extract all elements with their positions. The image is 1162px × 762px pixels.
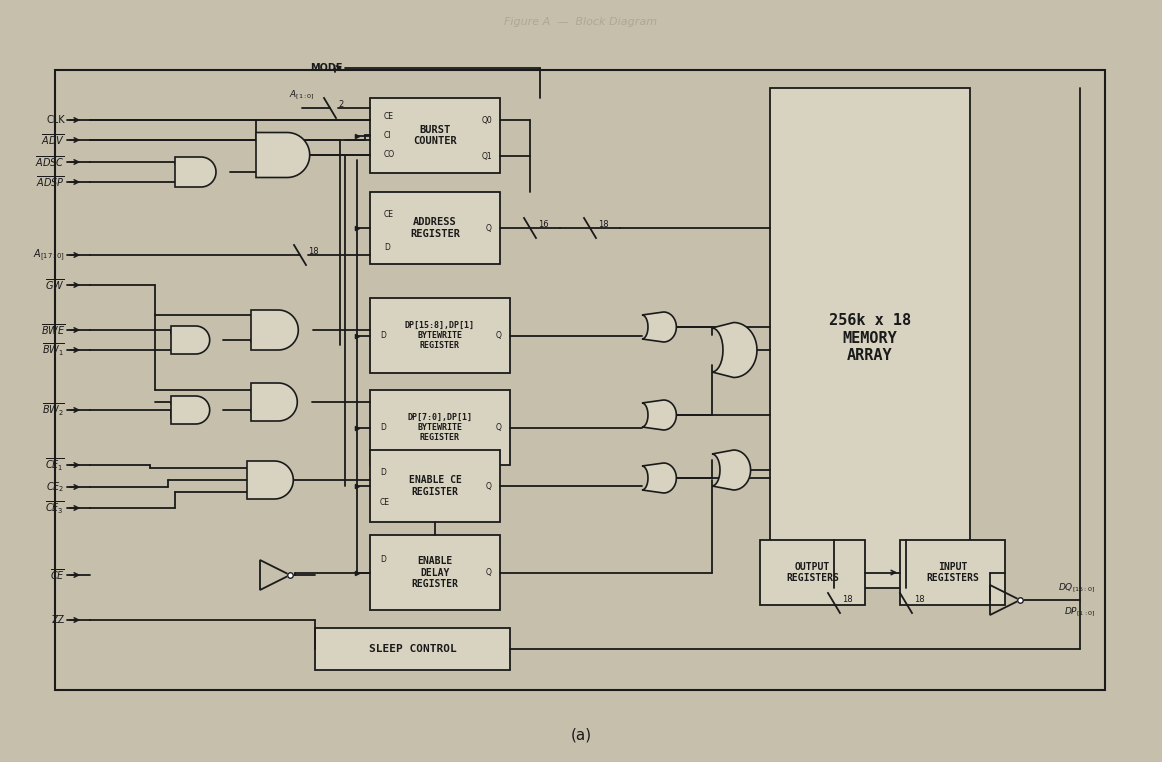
Text: $DQ_{[15:0]}$: $DQ_{[15:0]}$ xyxy=(1057,581,1095,594)
Bar xyxy=(370,192,500,264)
Polygon shape xyxy=(175,157,216,187)
Polygon shape xyxy=(712,450,751,490)
Text: ENABLE
DELAY
REGISTER: ENABLE DELAY REGISTER xyxy=(411,556,459,589)
Text: 18: 18 xyxy=(914,594,925,604)
Text: OUTPUT
REGISTERS: OUTPUT REGISTERS xyxy=(786,562,839,583)
Text: Figure A  —  Block Diagram: Figure A — Block Diagram xyxy=(504,17,658,27)
Bar xyxy=(760,540,865,605)
Text: $\overline{GW}$: $\overline{GW}$ xyxy=(45,277,65,293)
Text: D: D xyxy=(380,331,386,340)
Text: $\overline{CE_3}$: $\overline{CE_3}$ xyxy=(45,500,65,517)
Text: Q0: Q0 xyxy=(481,116,492,124)
Bar xyxy=(901,540,1005,605)
Text: SLEEP CONTROL: SLEEP CONTROL xyxy=(368,644,457,654)
Text: D: D xyxy=(380,422,386,431)
Polygon shape xyxy=(251,383,297,421)
Bar xyxy=(370,298,510,373)
Text: 18: 18 xyxy=(842,594,853,604)
Text: 256k x 18
MEMORY
ARRAY: 256k x 18 MEMORY ARRAY xyxy=(829,313,911,363)
Text: Q: Q xyxy=(486,568,492,577)
Bar xyxy=(370,98,500,173)
Polygon shape xyxy=(248,461,293,499)
Text: CE: CE xyxy=(383,210,394,219)
Text: $\overline{BWE}$: $\overline{BWE}$ xyxy=(41,322,65,338)
Text: D: D xyxy=(380,468,386,476)
Text: $\overline{ADSC}$: $\overline{ADSC}$ xyxy=(35,155,65,169)
Text: ZZ: ZZ xyxy=(52,615,65,625)
Polygon shape xyxy=(641,400,676,430)
Text: $A_{[1:0]}$: $A_{[1:0]}$ xyxy=(289,88,315,101)
Text: $\overline{BW_1}$: $\overline{BW_1}$ xyxy=(42,341,65,358)
Text: CLK: CLK xyxy=(46,115,65,125)
Polygon shape xyxy=(712,322,756,377)
Text: CO: CO xyxy=(383,149,395,158)
Text: 2: 2 xyxy=(338,100,343,108)
Text: $\overline{BW_2}$: $\overline{BW_2}$ xyxy=(42,402,65,418)
Text: Q: Q xyxy=(496,422,502,431)
Polygon shape xyxy=(641,312,676,342)
Text: DP[7:0],DP[1]
BYTEWRITE
REGISTER: DP[7:0],DP[1] BYTEWRITE REGISTER xyxy=(408,412,473,443)
Polygon shape xyxy=(171,396,209,424)
Text: BURST
COUNTER: BURST COUNTER xyxy=(414,125,457,146)
Text: ENABLE CE
REGISTER: ENABLE CE REGISTER xyxy=(409,475,461,497)
Text: $CE_2$: $CE_2$ xyxy=(46,480,65,494)
Polygon shape xyxy=(641,463,676,493)
Text: $\overline{ADV}$: $\overline{ADV}$ xyxy=(41,133,65,147)
Text: 18: 18 xyxy=(308,246,318,255)
Bar xyxy=(370,535,500,610)
Bar xyxy=(315,628,510,670)
Text: Q1: Q1 xyxy=(481,152,492,161)
Text: $\overline{ADSP}$: $\overline{ADSP}$ xyxy=(36,174,65,190)
Text: (a): (a) xyxy=(571,728,591,742)
Text: MODE: MODE xyxy=(310,63,343,73)
Bar xyxy=(370,390,510,465)
Text: $DP_{[1:0]}$: $DP_{[1:0]}$ xyxy=(1063,606,1095,619)
Text: 18: 18 xyxy=(598,219,609,229)
Polygon shape xyxy=(171,326,209,354)
Text: INPUT
REGISTERS: INPUT REGISTERS xyxy=(926,562,978,583)
Text: D: D xyxy=(383,242,390,251)
Text: 16: 16 xyxy=(538,219,548,229)
Text: $\overline{CE}$: $\overline{CE}$ xyxy=(50,568,65,582)
Polygon shape xyxy=(256,133,309,178)
Text: CE: CE xyxy=(380,498,390,507)
Text: Q: Q xyxy=(496,331,502,340)
Text: $\overline{CE_1}$: $\overline{CE_1}$ xyxy=(45,456,65,473)
Bar xyxy=(770,88,970,588)
Text: ADDRESS
REGISTER: ADDRESS REGISTER xyxy=(410,217,460,239)
Text: CI: CI xyxy=(383,130,392,139)
Text: DP[15:8],DP[1]
BYTEWRITE
REGISTER: DP[15:8],DP[1] BYTEWRITE REGISTER xyxy=(406,321,475,351)
Bar xyxy=(370,450,500,522)
Text: D: D xyxy=(380,555,386,565)
Text: Q: Q xyxy=(486,223,492,232)
Text: $A_{[17:0]}$: $A_{[17:0]}$ xyxy=(33,247,65,263)
Text: CE: CE xyxy=(383,111,394,120)
Polygon shape xyxy=(251,310,299,350)
Text: Q: Q xyxy=(486,482,492,491)
Bar xyxy=(55,70,1105,690)
